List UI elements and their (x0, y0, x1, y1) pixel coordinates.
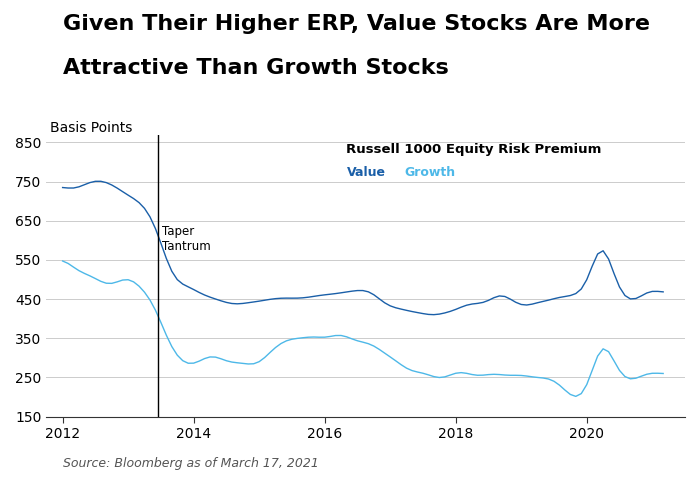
Text: Given Their Higher ERP, Value Stocks Are More: Given Their Higher ERP, Value Stocks Are… (63, 14, 650, 35)
Text: Value: Value (346, 166, 386, 179)
Text: Attractive Than Growth Stocks: Attractive Than Growth Stocks (63, 58, 449, 78)
Text: Source: Bloomberg as of March 17, 2021: Source: Bloomberg as of March 17, 2021 (63, 457, 319, 470)
Text: Russell 1000 Equity Risk Premium: Russell 1000 Equity Risk Premium (346, 143, 602, 156)
Text: Taper
Tantrum: Taper Tantrum (162, 225, 211, 252)
Text: Basis Points: Basis Points (50, 120, 132, 134)
Text: Growth: Growth (404, 166, 455, 179)
